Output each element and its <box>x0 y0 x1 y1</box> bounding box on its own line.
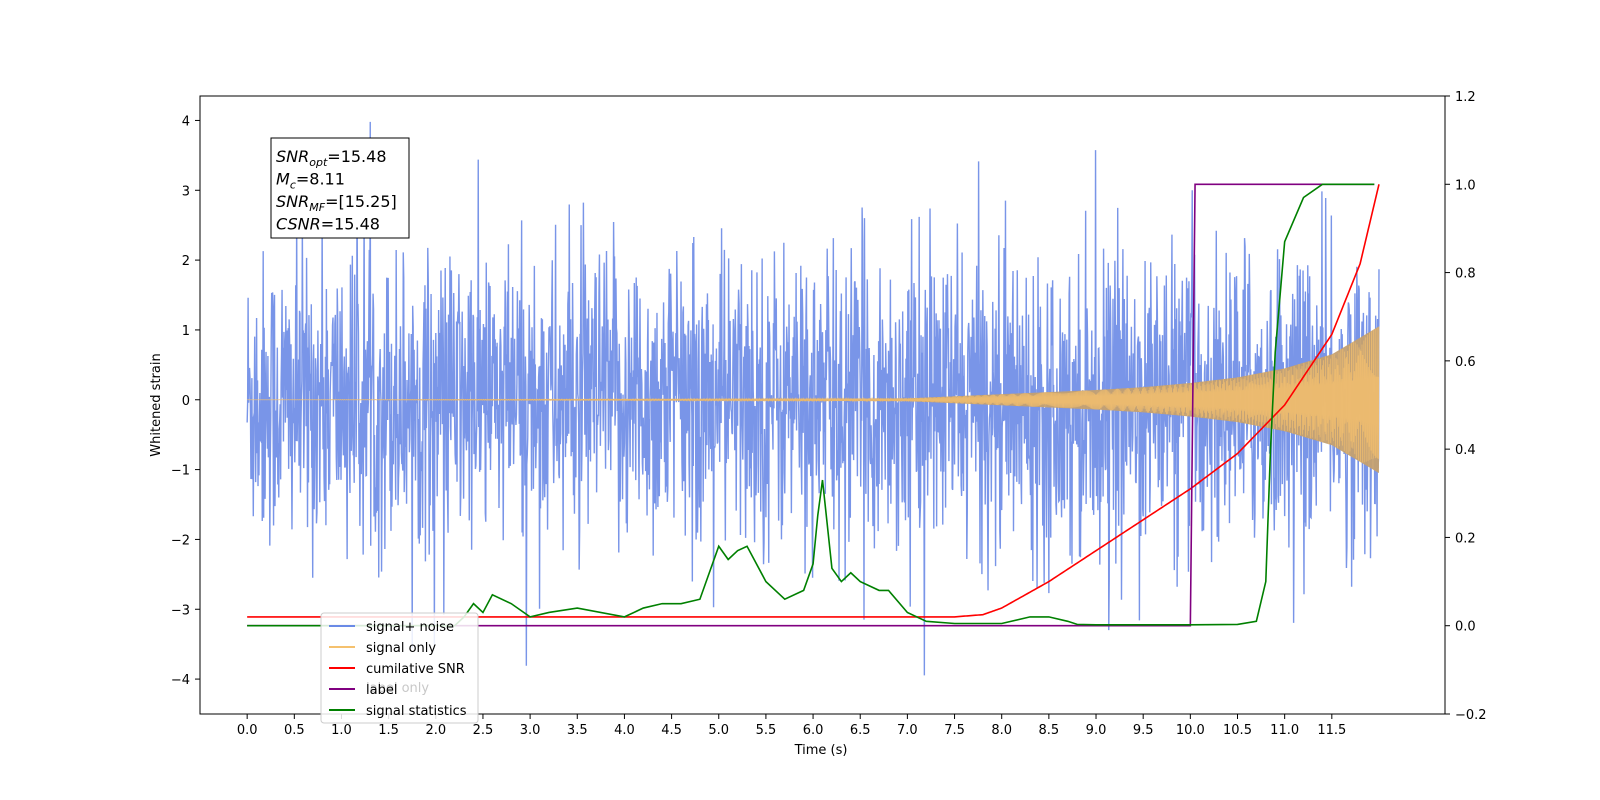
plot-frame <box>199 95 1446 715</box>
x-tick-label: 3.5 <box>567 723 588 738</box>
y-tick-label: −1 <box>171 464 190 479</box>
x-tick-label: 6.0 <box>803 723 824 738</box>
cumulative-snr-line <box>247 184 1380 618</box>
x-tick-label: 2.5 <box>473 723 494 738</box>
signal-noise-line <box>246 121 1380 676</box>
legend-ghost-text: label only <box>366 681 429 696</box>
signal-noise-series <box>246 121 1380 676</box>
y2-tick-label: 1.0 <box>1455 178 1476 193</box>
label-line <box>247 183 1375 627</box>
x-tick-label: 0.0 <box>237 723 258 738</box>
signal-only-series <box>247 326 1380 474</box>
y2-tick-label: 0.2 <box>1455 531 1476 546</box>
legend-entry: cumilative SNR <box>366 662 465 677</box>
y-tick-label: 1 <box>182 324 190 339</box>
x-tick-label: 9.0 <box>1086 723 1107 738</box>
x-tick-label: 5.5 <box>756 723 777 738</box>
annotation-line: Mc=8.11 <box>276 170 345 192</box>
y2-tick-label: 0.6 <box>1455 355 1476 370</box>
x-tick-label: 4.0 <box>614 723 635 738</box>
legend: label only signal+ noise signal only cumila… <box>320 612 479 724</box>
x-tick-label: 1.0 <box>331 723 352 738</box>
annotation-line: CSNR=15.48 <box>276 215 380 234</box>
annotation-line: SNRopt=15.48 <box>276 147 387 169</box>
x-tick-label: 7.0 <box>897 723 918 738</box>
x-axis-label: Time (s) <box>794 743 848 758</box>
x-tick-label: 6.5 <box>850 723 871 738</box>
x-tick-label: 9.5 <box>1133 723 1154 738</box>
y-tick-label: −2 <box>171 533 190 548</box>
x-tick-label: 3.0 <box>520 723 541 738</box>
x-tick-label: 8.0 <box>991 723 1012 738</box>
y-tick-label: −3 <box>171 603 190 618</box>
y-tick-label: 3 <box>182 184 190 199</box>
x-tick-label: 10.0 <box>1176 723 1205 738</box>
legend-entry: label <box>366 683 397 698</box>
annotation-box: SNRopt=15.48Mc=8.11SNRMF=[15.25]CSNR=15.… <box>270 137 410 239</box>
y2-tick-label: −0.2 <box>1455 708 1487 723</box>
x-axis: 0.0 0.5 1.0 1.5 2.0 2.5 3.0 3.5 4.0 4.5 5.0 5.5 6.0 6… <box>237 714 1346 738</box>
y-axis-label: Whitened strain <box>149 353 164 456</box>
x-tick-label: 7.5 <box>944 723 965 738</box>
x-tick-label: 10.5 <box>1223 723 1252 738</box>
y2-tick-label: 1.2 <box>1455 90 1476 105</box>
y2-tick-label: 0.0 <box>1455 620 1476 635</box>
y-axis-left: −4 −3 −2 −1 0 1 2 3 4 <box>171 114 200 688</box>
y-tick-label: −4 <box>171 673 190 688</box>
y-tick-label: 0 <box>182 394 190 409</box>
x-tick-label: 11.5 <box>1317 723 1346 738</box>
legend-entry: signal+ noise <box>366 620 454 635</box>
x-tick-label: 8.5 <box>1039 723 1060 738</box>
legend-entry: signal only <box>366 641 436 656</box>
x-tick-label: 11.0 <box>1270 723 1299 738</box>
y-tick-label: 4 <box>182 114 190 129</box>
y2-tick-label: 0.4 <box>1455 443 1476 458</box>
y2-tick-label: 0.8 <box>1455 267 1476 282</box>
x-tick-label: 5.0 <box>708 723 729 738</box>
x-tick-label: 0.5 <box>284 723 305 738</box>
x-tick-label: 1.5 <box>378 723 399 738</box>
legend-entry: signal statistics <box>366 704 467 719</box>
y-axis-right: −0.2 0.0 0.2 0.4 0.6 0.8 1.0 1.2 <box>1445 90 1487 723</box>
signal-only-line <box>247 326 1380 463</box>
signal-statistics-line <box>247 183 1375 627</box>
y-tick-label: 2 <box>182 254 190 269</box>
x-tick-label: 4.5 <box>661 723 682 738</box>
annotation-line: SNRMF=[15.25] <box>276 192 397 214</box>
x-tick-label: 2.0 <box>425 723 446 738</box>
